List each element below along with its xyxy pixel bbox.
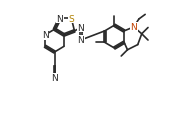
- Text: N: N: [42, 31, 48, 40]
- Text: N: N: [56, 15, 63, 24]
- Text: S: S: [69, 15, 74, 24]
- Text: N: N: [51, 74, 58, 82]
- Text: N: N: [77, 24, 84, 33]
- Text: N: N: [77, 36, 84, 45]
- Text: N: N: [130, 23, 137, 32]
